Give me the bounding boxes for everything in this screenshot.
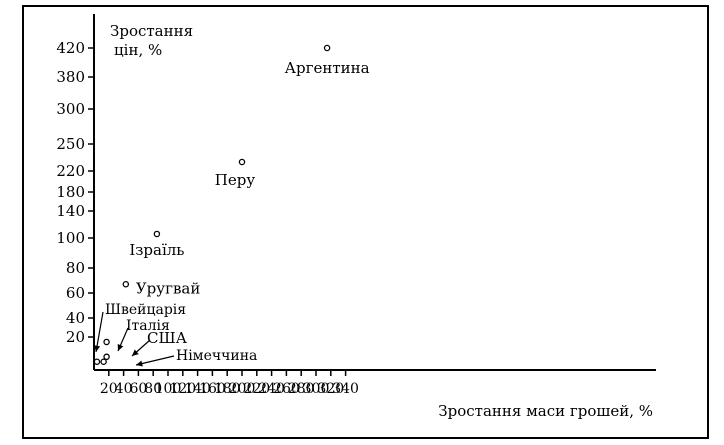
- point-label: Ізраїль: [129, 241, 184, 259]
- point-label: США: [147, 329, 188, 347]
- x-tick-label: 240: [258, 381, 285, 397]
- y-tick-label: 20: [66, 328, 85, 346]
- x-tick-label: 160: [199, 381, 226, 397]
- chart-frame: [22, 5, 709, 439]
- point-label: Перу: [215, 171, 256, 189]
- x-tick-label: 220: [243, 381, 270, 397]
- y-tick-label: 140: [56, 202, 85, 220]
- data-point: [93, 358, 101, 365]
- arrow-head: [94, 345, 101, 352]
- point-label: Аргентина: [285, 59, 370, 77]
- data-point: [238, 158, 246, 166]
- point-label: Швейцарія: [105, 302, 186, 318]
- x-tick-label: 140: [184, 381, 211, 397]
- y-tick-label: 100: [56, 229, 85, 247]
- x-tick-label: 280: [288, 381, 315, 397]
- x-tick-label: 20: [100, 381, 118, 397]
- y-tick-label: 250: [56, 135, 85, 153]
- point-labels: Аргентина Перу Ізраїль Уругвай ШвейцаріяІтал…: [105, 59, 370, 364]
- arrow-head: [117, 344, 124, 351]
- x-tick-label: 340: [332, 381, 359, 397]
- x-tick-label: 40: [115, 381, 133, 397]
- x-tick-label: 60: [129, 381, 147, 397]
- x-ticks: 2040608010012014016018020022024026028030…: [100, 370, 359, 397]
- point-label: Італія: [126, 318, 170, 334]
- arrow-head: [132, 349, 139, 356]
- y-tick-label: 60: [66, 284, 85, 302]
- y-axis-label-line-2: цін, %: [114, 41, 162, 59]
- y-tick-label: 80: [66, 259, 85, 277]
- data-point: [103, 338, 110, 346]
- y-tick-label: 40: [66, 309, 85, 327]
- x-tick-label: 120: [169, 381, 196, 397]
- data-point: [122, 280, 130, 288]
- data-point: [153, 230, 161, 238]
- point-label: Німеччина: [176, 348, 257, 364]
- data-points: [93, 44, 331, 365]
- pointer-arrow: [95, 311, 104, 353]
- y-tick-label: 420: [56, 39, 85, 57]
- data-point: [100, 358, 107, 365]
- pointer-arrow: [135, 355, 175, 366]
- arrow-head: [136, 360, 143, 367]
- pointer-arrows: [94, 311, 175, 367]
- x-axis-label: Зростання маси грошей, %: [438, 402, 653, 420]
- y-tick-label: 380: [56, 68, 85, 86]
- x-tick-label: 320: [317, 381, 344, 397]
- y-tick-label: 220: [56, 162, 85, 180]
- x-tick-label: 180: [214, 381, 241, 397]
- x-tick-label: 100: [155, 381, 182, 397]
- data-point: [323, 44, 331, 52]
- data-point: [103, 353, 110, 361]
- x-tick-label: 300: [303, 381, 330, 397]
- x-tick-label: 200: [229, 381, 256, 397]
- point-label: Уругвай: [136, 279, 201, 297]
- x-tick-label: 80: [144, 381, 162, 397]
- y-tick-label: 180: [56, 183, 85, 201]
- y-tick-label: 300: [56, 100, 85, 118]
- y-axis-label-line-1: Зростання: [110, 22, 193, 40]
- x-tick-label: 260: [273, 381, 300, 397]
